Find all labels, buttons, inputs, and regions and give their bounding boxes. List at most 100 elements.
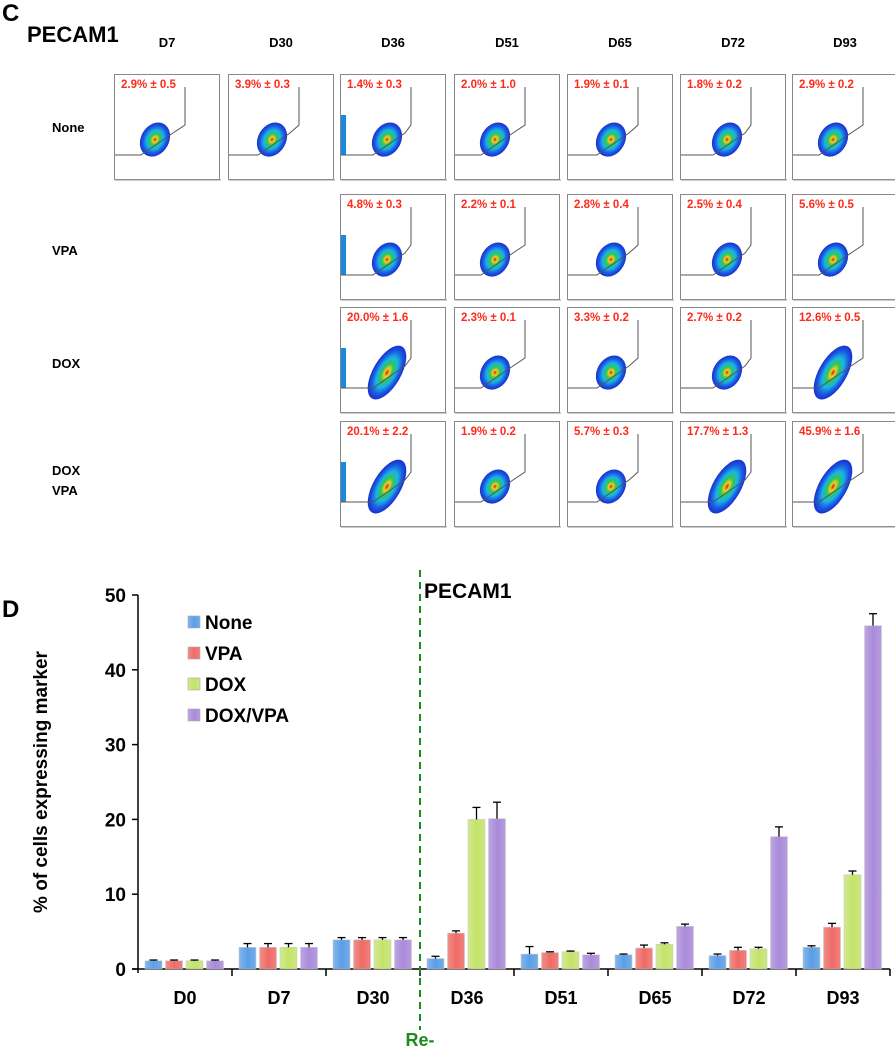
flow-plot: 3.3% ± 0.2 [567,307,674,414]
legend-label: None [205,613,253,634]
flow-plot: 12.6% ± 0.5 [792,307,895,414]
bar-dox [561,951,580,970]
density-blob [595,122,627,157]
gate-percentage: 4.8% ± 0.3 [347,199,402,211]
bar-none [520,953,539,970]
gate-percentage: 1.8% ± 0.2 [687,79,742,91]
density-blob [595,469,627,504]
gate-line [229,87,300,156]
gate-line [793,434,864,503]
gate-percentage: 2.8% ± 0.4 [574,199,629,211]
gate-percentage: 2.5% ± 0.4 [687,199,742,211]
chart-title: PECAM1 [424,580,512,603]
gate-percentage: 5.7% ± 0.3 [574,426,629,438]
row-label: DOX [52,356,81,371]
column-header: D65 [608,35,632,50]
row-label: VPA [52,243,78,258]
flow-plot: 20.0% ± 1.6 [340,307,447,414]
column-header: D30 [269,35,293,50]
flow-plot: 2.9% ± 0.5 [114,74,221,181]
density-blob [479,242,511,277]
bar-dox [373,939,392,970]
gate-line [455,434,526,503]
gate-line [455,207,526,276]
bar-dox-vpa [488,818,506,970]
gate-percentage: 1.9% ± 0.1 [574,79,629,91]
bar-dox-vpa [394,939,412,970]
gate-percentage: 20.0% ± 1.6 [347,312,409,324]
flow-plot: 5.6% ± 0.5 [792,194,895,301]
gate-percentage: 3.9% ± 0.3 [235,79,290,91]
x-tick-label: D7 [267,988,290,1008]
column-header: D36 [381,35,405,50]
gate-line [793,207,864,276]
bar-dox [843,874,862,970]
row-label: DOX [52,463,81,478]
gate-percentage: 1.9% ± 0.2 [461,426,516,438]
density-blob [256,122,288,157]
gate-percentage: 2.3% ± 0.1 [461,312,516,324]
density-blob [817,242,849,277]
bar-none [708,955,727,970]
bar-none [426,958,445,970]
gate-line [341,87,412,156]
bar-dox [279,947,298,970]
flow-plot: 2.0% ± 1.0 [454,74,561,181]
y-tick-label: 0 [115,960,126,981]
flow-plot: 1.9% ± 0.1 [567,74,674,181]
x-tick-label: D51 [544,988,577,1008]
y-tick-label: 20 [105,810,126,831]
density-blob [595,242,627,277]
column-header: D7 [158,35,176,50]
gate-percentage: 2.7% ± 0.2 [687,312,742,324]
bar-dox-vpa [582,954,600,970]
flow-plot: 5.7% ± 0.3 [567,421,674,528]
flow-plot: 4.8% ± 0.3 [340,194,447,301]
gate-percentage: 12.6% ± 0.5 [799,312,861,324]
gate-percentage: 1.4% ± 0.3 [347,79,402,91]
gate-line [341,207,412,276]
x-tick-label: D0 [173,988,196,1008]
density-blob [479,469,511,504]
bar-vpa [541,952,559,970]
bar-dox [749,948,768,970]
density-blob [707,459,747,514]
bar-vpa [259,947,277,970]
panel-c-letter: C [2,0,20,27]
bar-vpa [165,960,183,970]
density-blob [711,242,743,277]
gate-percentage: 5.6% ± 0.5 [799,199,854,211]
gate-percentage: 2.2% ± 0.1 [461,199,516,211]
legend-swatch [187,708,201,722]
gate-percentage: 2.9% ± 0.2 [799,79,854,91]
bar-dox [655,944,674,970]
flow-plot: 17.7% ± 1.3 [680,421,787,528]
y-axis-label: % of cells expressing marker [31,650,52,913]
legend-label: DOX [205,675,247,696]
y-tick-label: 50 [105,586,126,607]
flow-plot: 1.9% ± 0.2 [454,421,561,528]
gate-line [793,320,864,389]
flow-plot: 1.4% ± 0.3 [340,74,447,181]
gate-line [681,207,752,276]
gate-line [455,320,526,389]
row-label: VPA [52,483,78,498]
bar-vpa [353,939,371,970]
gate-line [568,207,639,276]
density-blob [479,355,511,390]
gate-percentage: 2.9% ± 0.5 [121,79,176,91]
gate-line [681,87,752,156]
bar-none [802,947,821,970]
bar-dox-vpa [300,947,318,970]
column-header: D93 [833,35,857,50]
x-tick-label: D36 [450,988,483,1008]
bar-dox-vpa [864,625,882,970]
gate-percentage: 17.7% ± 1.3 [687,426,749,438]
gate-line [681,434,752,503]
density-blob [711,122,743,157]
bar-vpa [729,949,747,970]
reinduction-label: Re-induction [405,1030,435,1050]
density-blob [371,122,403,157]
bar-none [332,939,351,970]
density-blob [371,242,403,277]
